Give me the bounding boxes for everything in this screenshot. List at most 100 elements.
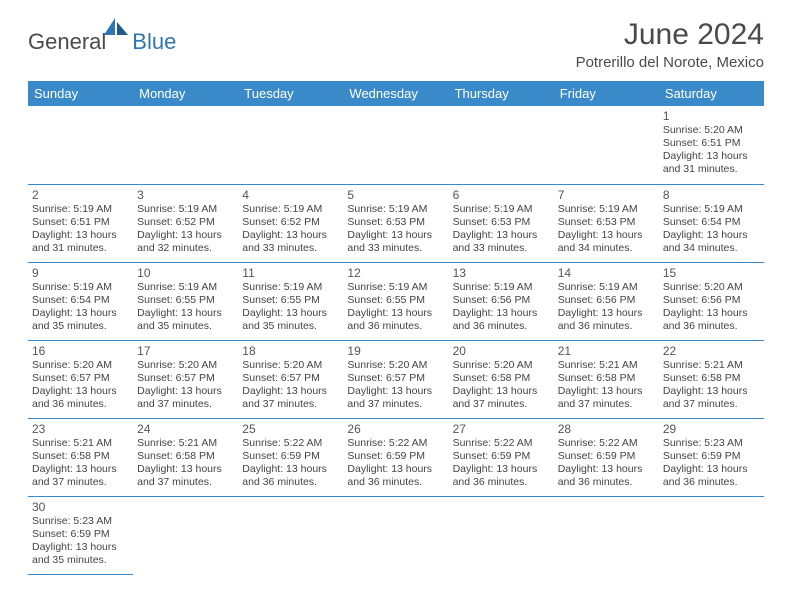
day-info: Sunrise: 5:19 AMSunset: 6:51 PMDaylight:… [32,203,129,256]
day-header: Tuesday [238,81,343,106]
day-number: 27 [453,422,550,436]
calendar-cell: 27Sunrise: 5:22 AMSunset: 6:59 PMDayligh… [449,418,554,496]
day-header: Friday [554,81,659,106]
calendar-cell: 20Sunrise: 5:20 AMSunset: 6:58 PMDayligh… [449,340,554,418]
day-info: Sunrise: 5:19 AMSunset: 6:55 PMDaylight:… [242,281,339,334]
day-number: 22 [663,344,760,358]
calendar-cell: 3Sunrise: 5:19 AMSunset: 6:52 PMDaylight… [133,184,238,262]
day-number: 10 [137,266,234,280]
calendar-cell: 4Sunrise: 5:19 AMSunset: 6:52 PMDaylight… [238,184,343,262]
day-info: Sunrise: 5:20 AMSunset: 6:57 PMDaylight:… [242,359,339,412]
calendar-row: 16Sunrise: 5:20 AMSunset: 6:57 PMDayligh… [28,340,764,418]
day-header: Sunday [28,81,133,106]
calendar-cell: 12Sunrise: 5:19 AMSunset: 6:55 PMDayligh… [343,262,448,340]
calendar-cell: 25Sunrise: 5:22 AMSunset: 6:59 PMDayligh… [238,418,343,496]
calendar-table: Sunday Monday Tuesday Wednesday Thursday… [28,81,764,575]
logo-sail-icon [104,18,130,41]
day-header: Thursday [449,81,554,106]
day-info: Sunrise: 5:20 AMSunset: 6:57 PMDaylight:… [32,359,129,412]
logo-text-blue: Blue [132,29,176,55]
day-number: 17 [137,344,234,358]
title-block: June 2024 Potrerillo del Norote, Mexico [576,18,764,71]
calendar-cell: 11Sunrise: 5:19 AMSunset: 6:55 PMDayligh… [238,262,343,340]
day-number: 3 [137,188,234,202]
calendar-cell: 15Sunrise: 5:20 AMSunset: 6:56 PMDayligh… [659,262,764,340]
day-info: Sunrise: 5:21 AMSunset: 6:58 PMDaylight:… [137,437,234,490]
calendar-cell [449,496,554,574]
day-number: 15 [663,266,760,280]
calendar-row: 30Sunrise: 5:23 AMSunset: 6:59 PMDayligh… [28,496,764,574]
day-header: Monday [133,81,238,106]
day-number: 4 [242,188,339,202]
day-info: Sunrise: 5:19 AMSunset: 6:56 PMDaylight:… [558,281,655,334]
day-number: 16 [32,344,129,358]
day-info: Sunrise: 5:22 AMSunset: 6:59 PMDaylight:… [242,437,339,490]
calendar-cell: 23Sunrise: 5:21 AMSunset: 6:58 PMDayligh… [28,418,133,496]
calendar-cell: 16Sunrise: 5:20 AMSunset: 6:57 PMDayligh… [28,340,133,418]
day-info: Sunrise: 5:23 AMSunset: 6:59 PMDaylight:… [663,437,760,490]
day-header: Saturday [659,81,764,106]
calendar-cell [554,496,659,574]
day-number: 8 [663,188,760,202]
day-number: 1 [663,109,760,123]
day-info: Sunrise: 5:19 AMSunset: 6:53 PMDaylight:… [558,203,655,256]
calendar-cell: 19Sunrise: 5:20 AMSunset: 6:57 PMDayligh… [343,340,448,418]
day-header-row: Sunday Monday Tuesday Wednesday Thursday… [28,81,764,106]
calendar-cell: 28Sunrise: 5:22 AMSunset: 6:59 PMDayligh… [554,418,659,496]
header: General Blue June 2024 Potrerillo del No… [28,18,764,71]
day-number: 7 [558,188,655,202]
day-number: 25 [242,422,339,436]
day-info: Sunrise: 5:20 AMSunset: 6:57 PMDaylight:… [137,359,234,412]
day-info: Sunrise: 5:20 AMSunset: 6:57 PMDaylight:… [347,359,444,412]
calendar-row: 9Sunrise: 5:19 AMSunset: 6:54 PMDaylight… [28,262,764,340]
calendar-cell: 5Sunrise: 5:19 AMSunset: 6:53 PMDaylight… [343,184,448,262]
day-number: 19 [347,344,444,358]
calendar-cell [133,496,238,574]
day-info: Sunrise: 5:20 AMSunset: 6:58 PMDaylight:… [453,359,550,412]
calendar-cell [449,106,554,184]
day-number: 28 [558,422,655,436]
calendar-cell: 17Sunrise: 5:20 AMSunset: 6:57 PMDayligh… [133,340,238,418]
day-info: Sunrise: 5:19 AMSunset: 6:56 PMDaylight:… [453,281,550,334]
logo-text-general: General [28,29,106,55]
calendar-cell: 8Sunrise: 5:19 AMSunset: 6:54 PMDaylight… [659,184,764,262]
day-info: Sunrise: 5:22 AMSunset: 6:59 PMDaylight:… [347,437,444,490]
day-info: Sunrise: 5:23 AMSunset: 6:59 PMDaylight:… [32,515,129,568]
day-number: 26 [347,422,444,436]
day-number: 12 [347,266,444,280]
day-number: 13 [453,266,550,280]
day-number: 30 [32,500,129,514]
day-number: 5 [347,188,444,202]
calendar-cell: 29Sunrise: 5:23 AMSunset: 6:59 PMDayligh… [659,418,764,496]
calendar-cell: 1Sunrise: 5:20 AMSunset: 6:51 PMDaylight… [659,106,764,184]
day-info: Sunrise: 5:19 AMSunset: 6:55 PMDaylight:… [347,281,444,334]
day-number: 6 [453,188,550,202]
day-info: Sunrise: 5:19 AMSunset: 6:55 PMDaylight:… [137,281,234,334]
calendar-cell [659,496,764,574]
calendar-cell [238,106,343,184]
day-info: Sunrise: 5:19 AMSunset: 6:53 PMDaylight:… [347,203,444,256]
day-info: Sunrise: 5:22 AMSunset: 6:59 PMDaylight:… [558,437,655,490]
month-title: June 2024 [576,18,764,52]
calendar-cell: 7Sunrise: 5:19 AMSunset: 6:53 PMDaylight… [554,184,659,262]
day-number: 23 [32,422,129,436]
day-info: Sunrise: 5:22 AMSunset: 6:59 PMDaylight:… [453,437,550,490]
calendar-cell [133,106,238,184]
day-number: 14 [558,266,655,280]
day-number: 2 [32,188,129,202]
day-info: Sunrise: 5:19 AMSunset: 6:52 PMDaylight:… [242,203,339,256]
day-number: 9 [32,266,129,280]
day-number: 29 [663,422,760,436]
day-info: Sunrise: 5:20 AMSunset: 6:51 PMDaylight:… [663,124,760,177]
calendar-cell: 13Sunrise: 5:19 AMSunset: 6:56 PMDayligh… [449,262,554,340]
day-number: 21 [558,344,655,358]
calendar-cell: 14Sunrise: 5:19 AMSunset: 6:56 PMDayligh… [554,262,659,340]
day-info: Sunrise: 5:19 AMSunset: 6:54 PMDaylight:… [663,203,760,256]
day-info: Sunrise: 5:21 AMSunset: 6:58 PMDaylight:… [32,437,129,490]
calendar-cell: 21Sunrise: 5:21 AMSunset: 6:58 PMDayligh… [554,340,659,418]
day-header: Wednesday [343,81,448,106]
logo: General Blue [28,18,176,55]
day-number: 24 [137,422,234,436]
day-number: 18 [242,344,339,358]
calendar-cell [554,106,659,184]
